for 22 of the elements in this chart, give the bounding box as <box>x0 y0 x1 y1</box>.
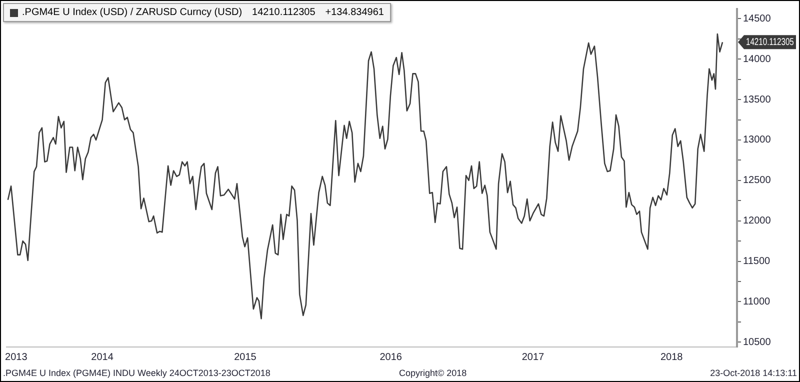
x-tick-label: 2014 <box>91 352 114 363</box>
y-tick-label: 11000 <box>743 296 771 308</box>
annotation: +134.834961 <box>325 7 384 18</box>
x-tick-label: 2013 <box>5 352 28 363</box>
text: .PGM4E U Index (PGM4E) INDU Weekly 24OCT2013-23OCT2018 <box>3 368 270 378</box>
x-tick-label: 2017 <box>522 352 545 363</box>
x-tick-label: 2016 <box>380 352 402 363</box>
x-tick-label: 2018 <box>660 352 684 363</box>
x-tick-label: 2015 <box>234 352 257 363</box>
text: 23-Oct-2018 14:13:11 <box>710 368 797 378</box>
y-tick-label: 14000 <box>743 54 772 65</box>
y-tick-label: 12500 <box>743 175 772 186</box>
y-tick-label: 12000 <box>743 216 772 227</box>
y-tick-label: 13000 <box>743 134 772 146</box>
legend-label: .PGM4E U Index (USD) / ZARUSD Curncy (USD) <box>22 7 242 18</box>
text: Copyright© 2018 <box>399 368 467 378</box>
y-tick-label: 10500 <box>743 336 772 348</box>
annotation: 14210.112305 <box>252 7 316 18</box>
annotation: 14210.112305 <box>746 36 794 48</box>
y-tick-label: 11500 <box>743 256 771 268</box>
y-tick-label: 14500 <box>743 13 772 24</box>
y-tick-label: 13500 <box>743 94 772 106</box>
